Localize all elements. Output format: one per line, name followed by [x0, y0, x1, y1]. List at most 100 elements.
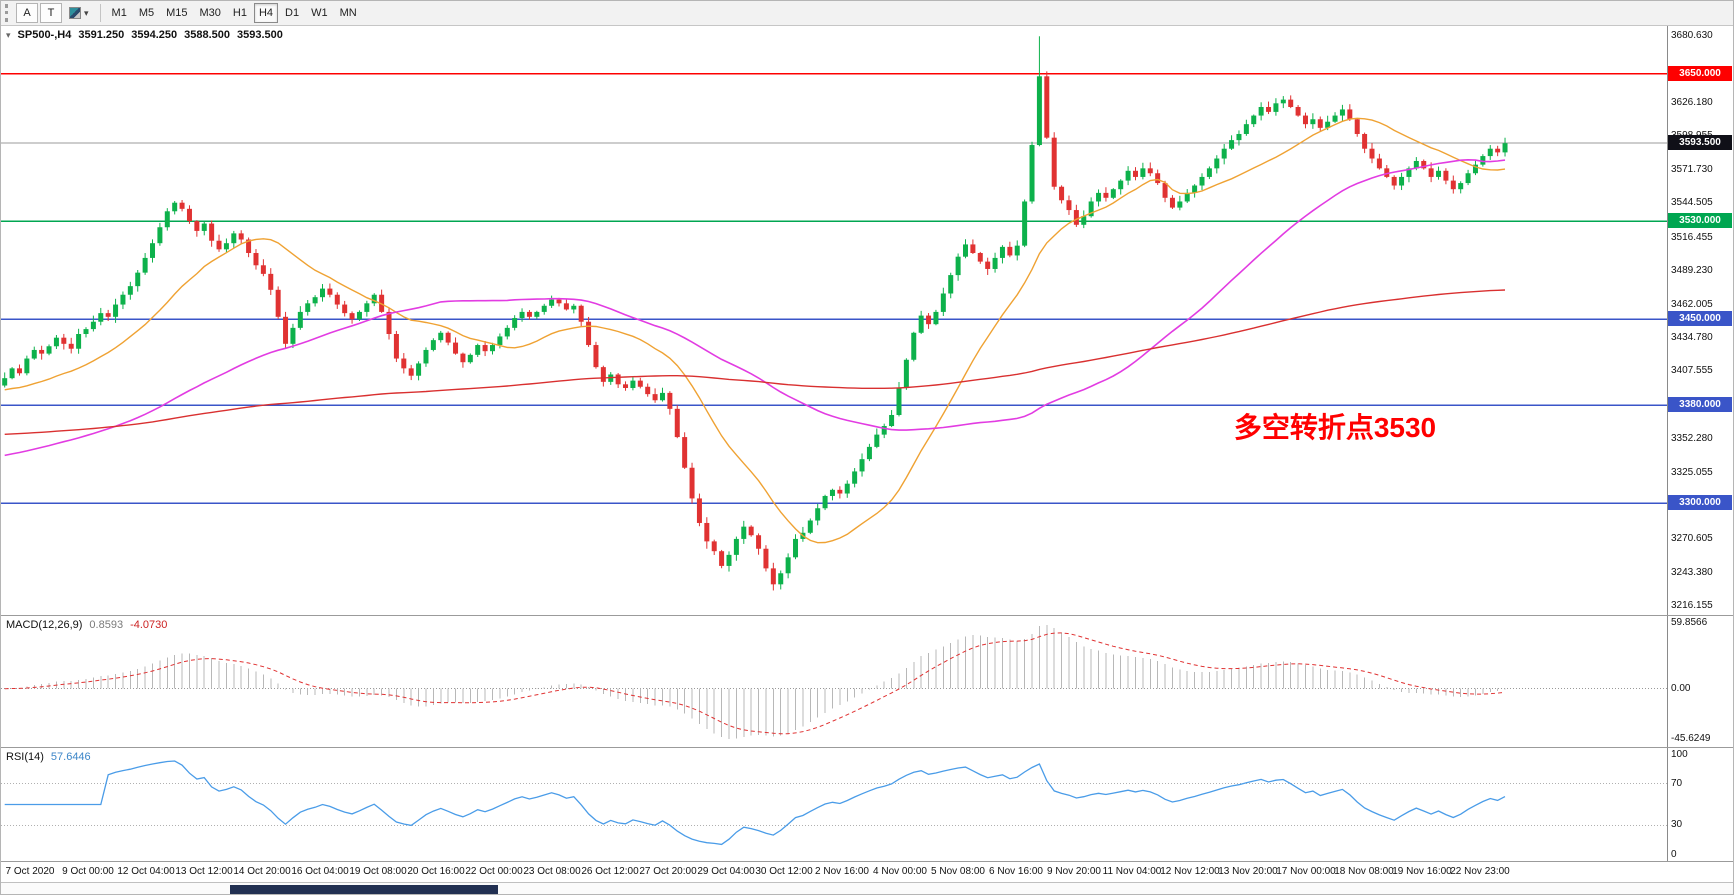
text-label-button[interactable]: T [40, 3, 62, 23]
draw-objects-icon [69, 7, 81, 19]
time-axis-label: 12 Oct 04:00 [117, 866, 175, 877]
price-tick-label: 3516.455 [1671, 231, 1713, 243]
rsi-tick-label: 0 [1671, 849, 1677, 860]
rsi-label: RSI(14) [6, 751, 44, 763]
time-axis-label: 9 Nov 20:00 [1047, 866, 1101, 877]
time-axis-label: 17 Nov 00:00 [1276, 866, 1336, 877]
time-axis-label: 13 Oct 12:00 [175, 866, 233, 877]
time-axis-label: 6 Nov 16:00 [989, 866, 1043, 877]
chart-text-annotation[interactable]: 多空转折点3530 [1233, 411, 1437, 443]
timeframe-toolbar: M1 M5 M15 M30 H1 H4 D1 W1 MN [106, 3, 363, 23]
rsi-tick-label: 70 [1671, 777, 1683, 789]
rsi-tick-label: 100 [1671, 749, 1688, 760]
time-axis-label: 4 Nov 00:00 [873, 866, 927, 877]
price-tick-label: 3352.280 [1671, 433, 1713, 445]
price-tick-label: 3680.630 [1671, 30, 1713, 42]
main-chart-plot[interactable]: 多空转折点3530 [1, 26, 1667, 615]
time-axis-label: 22 Oct 00:00 [465, 866, 523, 877]
scrollbar-thumb[interactable] [229, 885, 499, 894]
time-axis-label: 22 Nov 23:00 [1450, 866, 1510, 877]
price-level-badge-3650.000: 3650.000 [1668, 65, 1732, 81]
rsi-axis[interactable]: 100 70 30 0 [1667, 748, 1733, 861]
ohlc-high: 3594.250 [131, 29, 178, 41]
price-tick-label: 3216.155 [1671, 600, 1713, 612]
time-axis-label: 16 Oct 04:00 [291, 866, 349, 877]
price-tick-label: 3270.605 [1671, 533, 1713, 545]
rsi-chart [1, 760, 1667, 846]
candlestick-chart [1, 36, 1667, 591]
price-tick-label: 3434.780 [1671, 331, 1713, 343]
time-axis-label: 27 Oct 20:00 [639, 866, 697, 877]
price-tick-label: 3626.180 [1671, 97, 1713, 109]
macd-signal-value: -4.0730 [130, 619, 168, 631]
rsi-tick-label: 30 [1671, 819, 1683, 831]
time-axis-label: 30 Oct 12:00 [755, 866, 813, 877]
timeframe-button-h1[interactable]: H1 [228, 3, 252, 23]
time-axis-label: 20 Oct 16:00 [407, 866, 465, 877]
rsi-panel: RSI(14) 57.6446 100 70 30 0 [1, 747, 1733, 861]
macd-axis[interactable]: 59.8566 0.00 -45.6249 [1667, 616, 1733, 747]
time-axis-label: 5 Nov 08:00 [931, 866, 985, 877]
dropdown-caret-icon: ▾ [84, 7, 89, 18]
macd-tick-label: 0.00 [1671, 682, 1691, 694]
rsi-plot[interactable] [1, 748, 1667, 861]
time-axis-label: 7 Oct 2020 [5, 866, 55, 877]
macd-tick-label: -45.6249 [1671, 732, 1711, 744]
timeframe-button-m30[interactable]: M30 [195, 3, 226, 23]
time-axis-label: 11 Nov 04:00 [1102, 866, 1162, 877]
price-tick-label: 3462.005 [1671, 298, 1713, 310]
symbol-dropdown-icon[interactable]: ▾ [6, 29, 11, 40]
toolbar: A T ▾ M1 M5 M15 M30 H1 H4 D1 W1 MN [1, 1, 1733, 26]
price-level-badge-3300.000: 3300.000 [1668, 495, 1732, 511]
price-axis[interactable]: 3680.6303626.1803598.9553571.7303544.505… [1667, 26, 1733, 615]
price-tick-label: 3544.505 [1671, 197, 1713, 209]
time-axis-label: 14 Oct 20:00 [233, 866, 291, 877]
chart-stack: 多空转折点3530 ▾ SP500-,H4 3591.250 3594.250 … [1, 26, 1733, 894]
horizontal-scrollbar[interactable] [1, 882, 1733, 894]
timeframe-button-m5[interactable]: M5 [134, 3, 159, 23]
main-chart-panel: 多空转折点3530 ▾ SP500-,H4 3591.250 3594.250 … [1, 26, 1733, 615]
macd-plot[interactable] [1, 616, 1667, 747]
price-level-badge-3450.000: 3450.000 [1668, 311, 1732, 327]
time-axis-label: 2 Nov 16:00 [815, 866, 869, 877]
toolbar-drag-handle[interactable] [5, 4, 10, 22]
ohlc-close: 3593.500 [237, 29, 283, 41]
time-axis[interactable]: 7 Oct 2020 9 Oct 00:00 12 Oct 04:00 13 Oct … [1, 861, 1733, 882]
time-axis-label: 23 Oct 08:00 [523, 866, 581, 877]
draw-objects-button[interactable]: ▾ [64, 3, 94, 23]
price-tick-label: 3243.380 [1671, 566, 1713, 578]
time-axis-label: 13 Nov 20:00 [1218, 866, 1278, 877]
ohlc-open: 3591.250 [78, 29, 125, 41]
timeframe-button-d1[interactable]: D1 [280, 3, 304, 23]
toolbar-separator [99, 4, 101, 22]
time-axis-label: 26 Oct 12:00 [581, 866, 639, 877]
timeframe-button-mn[interactable]: MN [335, 3, 362, 23]
rsi-header: RSI(14) 57.6446 [6, 751, 91, 763]
price-tick-label: 3325.055 [1671, 466, 1713, 478]
timeframe-button-h4[interactable]: H4 [253, 3, 279, 23]
time-axis-label: 12 Nov 12:00 [1160, 866, 1220, 877]
macd-panel: MACD(12,26,9) 0.8593 -4.0730 59.8566 0.00… [1, 615, 1733, 747]
time-axis-label: 19 Oct 08:00 [349, 866, 407, 877]
price-tick-label: 3407.555 [1671, 365, 1713, 377]
macd-chart [1, 624, 1667, 739]
time-axis-label: 9 Oct 00:00 [62, 866, 114, 877]
chart-header: ▾ SP500-,H4 3591.250 3594.250 3588.500 3… [6, 29, 283, 41]
symbol-timeframe-label: SP500-,H4 [17, 29, 72, 41]
time-axis-label: 18 Nov 08:00 [1334, 866, 1394, 877]
rsi-value: 57.6446 [50, 751, 91, 763]
price-tick-label: 3571.730 [1671, 163, 1713, 175]
time-axis-label: 29 Oct 04:00 [697, 866, 755, 877]
ohlc-low: 3588.500 [184, 29, 231, 41]
macd-tick-label: 59.8566 [1671, 617, 1708, 628]
timeframe-button-m15[interactable]: M15 [161, 3, 192, 23]
font-a-button[interactable]: A [16, 3, 38, 23]
timeframe-button-w1[interactable]: W1 [306, 3, 333, 23]
timeframe-button-m1[interactable]: M1 [107, 3, 132, 23]
price-level-badge-3530.000: 3530.000 [1668, 213, 1732, 229]
current-price-badge: 3593.500 [1668, 135, 1732, 151]
price-tick-label: 3489.230 [1671, 265, 1713, 277]
macd-header: MACD(12,26,9) 0.8593 -4.0730 [6, 619, 167, 631]
macd-label: MACD(12,26,9) [6, 619, 83, 631]
